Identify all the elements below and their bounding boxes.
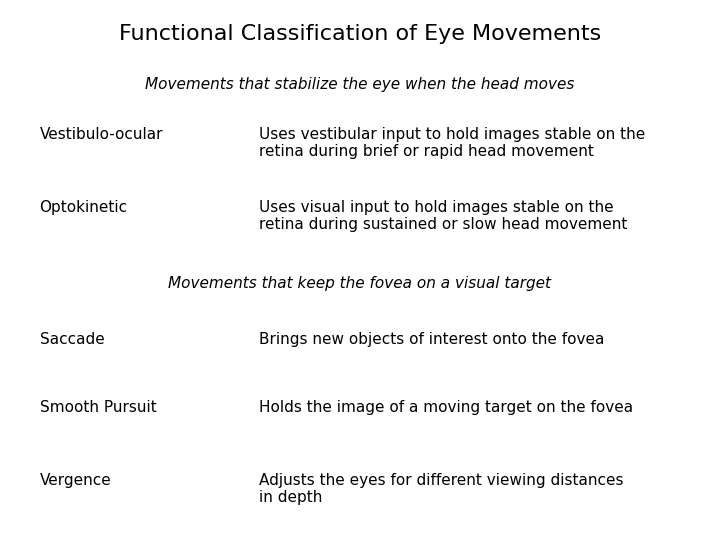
Text: Uses visual input to hold images stable on the
retina during sustained or slow h: Uses visual input to hold images stable … [259, 200, 628, 232]
Text: Holds the image of a moving target on the fovea: Holds the image of a moving target on th… [259, 400, 634, 415]
Text: Saccade: Saccade [40, 332, 104, 347]
Text: Movements that keep the fovea on a visual target: Movements that keep the fovea on a visua… [168, 276, 552, 292]
Text: Movements that stabilize the eye when the head moves: Movements that stabilize the eye when th… [145, 77, 575, 92]
Text: Optokinetic: Optokinetic [40, 200, 127, 215]
Text: Brings new objects of interest onto the fovea: Brings new objects of interest onto the … [259, 332, 605, 347]
Text: Adjusts the eyes for different viewing distances
in depth: Adjusts the eyes for different viewing d… [259, 472, 624, 505]
Text: Smooth Pursuit: Smooth Pursuit [40, 400, 156, 415]
Text: Uses vestibular input to hold images stable on the
retina during brief or rapid : Uses vestibular input to hold images sta… [259, 127, 645, 159]
Text: Vergence: Vergence [40, 472, 112, 488]
Text: Vestibulo-ocular: Vestibulo-ocular [40, 127, 163, 142]
Text: Functional Classification of Eye Movements: Functional Classification of Eye Movemen… [119, 24, 601, 44]
